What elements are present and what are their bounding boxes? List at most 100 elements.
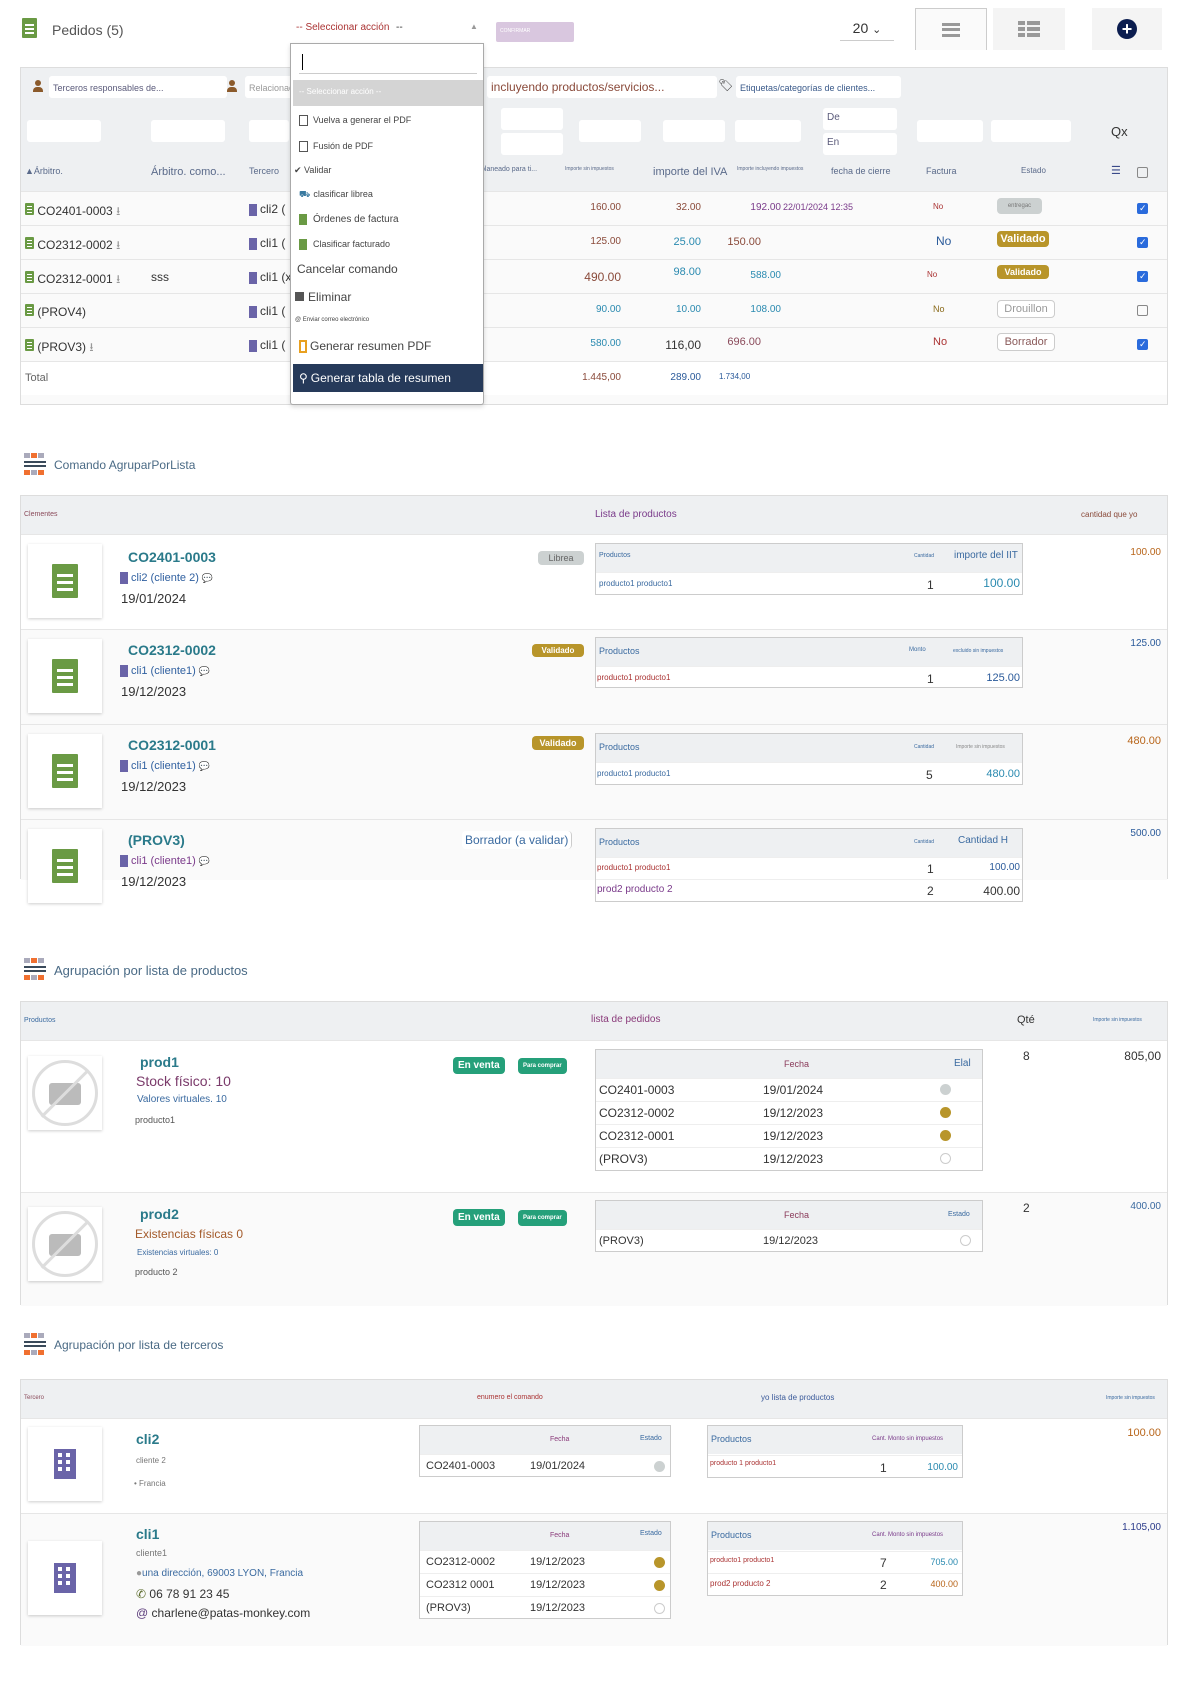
product-ref-link[interactable]: prod1: [140, 1054, 179, 1070]
order-ref[interactable]: (PROV3): [599, 1152, 648, 1166]
dropdown-search-input[interactable]: [299, 50, 477, 74]
product-line-label[interactable]: producto 1 producto1: [710, 1460, 777, 1467]
order-ref-link[interactable]: (PROV3): [128, 832, 185, 848]
ht-filter-input[interactable]: [579, 120, 641, 142]
product-ref-link[interactable]: prod2: [140, 1206, 179, 1222]
dropdown-item-send-email[interactable]: @ Enviar correo electrónico: [295, 317, 370, 323]
col-tva[interactable]: importe del IVA: [653, 166, 728, 178]
product-line-label[interactable]: producto1 producto1: [597, 769, 671, 778]
col-invoiced[interactable]: Factura: [926, 166, 957, 176]
table-row[interactable]: (PROV4) cli1 ( 90.00 10.00 108.00 No Dro…: [21, 293, 1167, 327]
product-line-label[interactable]: prod2 producto 2: [597, 884, 673, 895]
dropdown-item-placeholder[interactable]: -- Seleccionar acción --: [293, 80, 483, 106]
thirdparty-email[interactable]: @ charlene@patas-monkey.com: [136, 1606, 311, 1620]
col-close-date[interactable]: fecha de cierre: [831, 166, 891, 176]
row-checkbox[interactable]: [1137, 237, 1148, 248]
new-order-button[interactable]: +: [1092, 8, 1162, 50]
dropdown-item-classify-delivered[interactable]: ⛟ clasificar librea: [293, 184, 483, 206]
order-ref[interactable]: (PROV3): [426, 1602, 471, 1614]
ttc-filter-input[interactable]: [735, 120, 801, 142]
mass-action-select[interactable]: -- Seleccionar acción -- ▲: [296, 22, 486, 33]
product-line-label[interactable]: prod2 producto 2: [710, 1579, 771, 1588]
group-row[interactable]: cli1 cliente1 ●una dirección, 69003 LYON…: [21, 1513, 1167, 1646]
status-filter-select[interactable]: [991, 120, 1071, 142]
kanban-view-button[interactable]: [993, 8, 1065, 50]
column-selector-icon[interactable]: ☰: [1111, 165, 1121, 177]
table-row[interactable]: (PROV3) ⭳ cli1 ( 580.00 116,00 696.00 No…: [21, 327, 1167, 361]
thirdparty-link[interactable]: cli2 (: [260, 202, 286, 216]
thirdparty-filter-input[interactable]: [249, 120, 289, 142]
order-ref[interactable]: CO2312-0002: [426, 1556, 496, 1568]
order-ref[interactable]: CO2312-0001: [599, 1129, 675, 1143]
thirdparty-phone[interactable]: ✆ 06 78 91 23 45: [136, 1587, 230, 1601]
col-ref-client[interactable]: Árbitro. como...: [151, 166, 226, 178]
thirdparty-link[interactable]: cli1 (: [260, 236, 286, 250]
col-thirdparty[interactable]: Tercero: [249, 166, 280, 176]
order-ref-link[interactable]: CO2401-0003: [37, 204, 113, 218]
col-delivery[interactable]: planeado para ti...: [481, 166, 538, 173]
order-ref[interactable]: (PROV3): [599, 1235, 644, 1247]
group-row[interactable]: prod1 Stock físico: 10 Valores virtuales…: [21, 1040, 1167, 1192]
dropdown-item-invoice-orders[interactable]: Órdenes de factura: [293, 208, 483, 232]
close-date-to-input[interactable]: En: [823, 133, 897, 155]
delivery-date-from-input[interactable]: [501, 108, 563, 130]
table-row[interactable]: CO2312-0002 ⭳ cli1 ( 125.00 25.00 150.00…: [21, 225, 1167, 259]
group-row[interactable]: CO2401-0003 cli2 (cliente 2) 💬 19/01/202…: [21, 534, 1167, 629]
client-link[interactable]: cli1 (cliente1) 💬: [120, 855, 210, 868]
list-view-button[interactable]: [915, 8, 987, 50]
table-row[interactable]: CO2312-0001 ⭳ sss cli1 (x 490.00 98.00 5…: [21, 259, 1167, 293]
group-row[interactable]: CO2312-0001 cli1 (cliente1) 💬 19/12/2023…: [21, 724, 1167, 819]
group-row[interactable]: cli2 cliente 2 • Francia Abierto Fecha E…: [21, 1418, 1167, 1513]
confirm-button[interactable]: CONFIRMAR: [496, 22, 574, 42]
download-icon[interactable]: ⭳: [116, 272, 121, 286]
product-line-label[interactable]: producto1 producto1: [597, 673, 671, 682]
product-line-label[interactable]: producto1 producto1: [710, 1557, 775, 1564]
dropdown-item-summary-pdf[interactable]: Generar resumen PDF: [293, 334, 483, 360]
dropdown-item-validate[interactable]: ✔ Validar: [294, 165, 332, 175]
delivery-date-to-input[interactable]: [501, 133, 563, 155]
dropdown-item-cancel-order[interactable]: Cancelar comando: [297, 262, 398, 276]
sales-rep-filter[interactable]: Terceros responsables de...: [49, 76, 227, 98]
order-ref-link[interactable]: CO2312-0001: [37, 272, 113, 286]
close-date-from-input[interactable]: De: [823, 108, 897, 130]
row-checkbox[interactable]: [1137, 305, 1148, 316]
thirdparty-link[interactable]: cli1 (x: [260, 270, 292, 284]
group-row[interactable]: prod2 Existencias físicas 0 Existencias …: [21, 1192, 1167, 1306]
order-ref-link[interactable]: (PROV4): [37, 305, 87, 319]
select-all-checkbox[interactable]: [1137, 167, 1148, 178]
tva-filter-input[interactable]: [663, 120, 725, 142]
download-icon[interactable]: ⭳: [116, 238, 121, 252]
clear-filters-button[interactable]: Qx: [1111, 124, 1128, 139]
thirdparty-link[interactable]: cli1 (: [260, 304, 286, 318]
order-ref-link[interactable]: CO2312-0001: [128, 737, 216, 753]
col-ref[interactable]: ▲Árbitro.: [25, 166, 63, 176]
group-row[interactable]: (PROV3) cli1 (cliente1) 💬 19/12/2023 Bor…: [21, 819, 1167, 903]
order-ref[interactable]: CO2401-0003: [426, 1460, 496, 1472]
row-checkbox[interactable]: [1137, 339, 1148, 350]
order-ref-link[interactable]: CO2312-0002: [128, 642, 216, 658]
client-link[interactable]: cli2 (cliente 2) 💬: [120, 572, 213, 585]
order-ref-link[interactable]: (PROV3): [37, 340, 87, 354]
row-checkbox[interactable]: [1137, 271, 1148, 282]
dropdown-item-classify-billed[interactable]: Clasificar facturado: [293, 234, 483, 256]
thirdparty-link[interactable]: cli1 (: [260, 338, 286, 352]
ref-client-filter-input[interactable]: [151, 120, 225, 142]
dropdown-item-merge-pdf[interactable]: Fusión de PDF: [293, 136, 483, 158]
thirdparty-name-link[interactable]: cli2: [136, 1431, 160, 1447]
client-link[interactable]: cli1 (cliente1) 💬: [120, 760, 210, 773]
dropdown-item-delete[interactable]: Eliminar: [293, 286, 483, 310]
order-ref[interactable]: CO2401-0003: [599, 1083, 675, 1097]
table-row[interactable]: CO2401-0003 ⭳ cli2 ( 160.00 32.00 192.00…: [21, 191, 1167, 225]
product-line-label[interactable]: producto1 producto1: [597, 863, 671, 872]
invoiced-filter-select[interactable]: [917, 120, 983, 142]
order-ref[interactable]: CO2312-0002: [599, 1106, 675, 1120]
tags-filter[interactable]: Etiquetas/categorías de clientes...: [736, 76, 901, 98]
order-ref-link[interactable]: CO2312-0002: [37, 238, 113, 252]
client-link[interactable]: cli1 (cliente1) 💬: [120, 665, 210, 678]
thirdparty-address[interactable]: ●una dirección, 69003 LYON, Francia: [136, 1568, 304, 1579]
download-icon[interactable]: ⭳: [89, 340, 94, 354]
group-row[interactable]: CO2312-0002 cli1 (cliente1) 💬 19/12/2023…: [21, 629, 1167, 724]
order-ref-link[interactable]: CO2401-0003: [128, 549, 216, 565]
dropdown-item-regenerate-pdf[interactable]: Vuelva a generar el PDF: [293, 110, 483, 132]
row-checkbox[interactable]: [1137, 203, 1148, 214]
